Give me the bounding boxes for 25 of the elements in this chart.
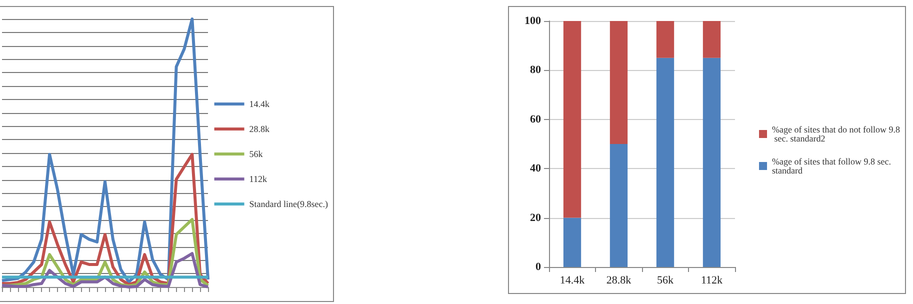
bar — [656, 21, 674, 58]
bar — [656, 58, 674, 267]
bar — [610, 144, 628, 267]
legend-label: %age of sites that follow 9.8 sec. standard — [772, 156, 894, 176]
x-tick-label: 56k — [657, 274, 674, 286]
bar — [702, 58, 721, 267]
y-tick-label: 100 — [524, 15, 542, 27]
legend-label: 28.8k — [249, 124, 270, 134]
bar — [563, 218, 582, 267]
y-tick-label: 20 — [530, 212, 542, 224]
legend-label: 14.4k — [249, 99, 270, 109]
legend-label: 112k — [249, 174, 268, 184]
x-tick-label: 112k — [700, 274, 724, 286]
bar — [610, 21, 628, 144]
y-tick-label: 80 — [530, 64, 542, 76]
x-tick-label: 28.8k — [606, 274, 632, 286]
bar — [702, 21, 721, 58]
y-tick-label: 0 — [536, 261, 542, 273]
y-tick-label: 60 — [530, 113, 542, 126]
y-tick-label: 40 — [530, 162, 542, 175]
legend-label: Standard line(9.8sec.) — [249, 199, 328, 209]
x-tick-label: 14.4k — [560, 274, 586, 286]
bar — [563, 21, 582, 218]
legend-label: 56k — [249, 149, 264, 159]
legend-label: %age of sites that do not follow 9.8 sec. standard2 — [772, 124, 900, 144]
